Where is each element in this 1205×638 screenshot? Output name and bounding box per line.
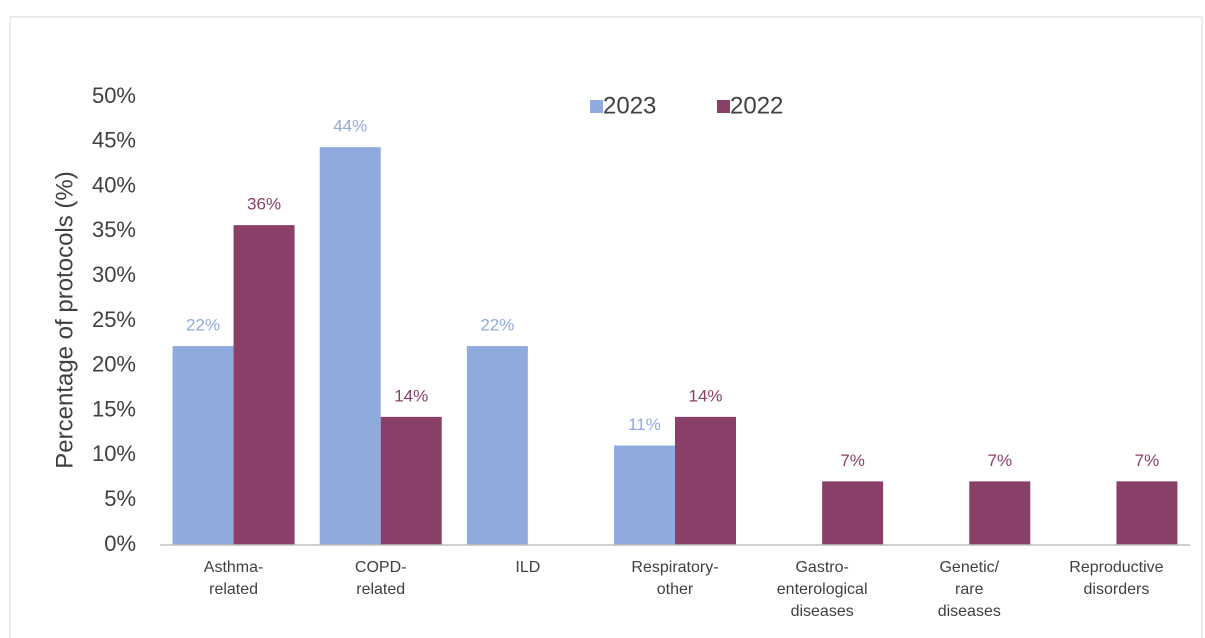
y-tick-label: 20%	[92, 352, 136, 377]
chart-frame	[9, 16, 1203, 638]
y-tick-label: 35%	[92, 217, 136, 242]
bar	[969, 481, 1031, 545]
y-tick-label: 10%	[92, 441, 136, 466]
y-tick-label: 30%	[92, 262, 136, 287]
bar	[822, 481, 884, 545]
y-tick-label: 0%	[104, 531, 136, 556]
y-tick-label: 45%	[92, 128, 136, 153]
data-label: 36%	[247, 195, 281, 214]
data-label: 14%	[688, 386, 722, 405]
y-tick-label: 50%	[92, 83, 136, 108]
y-tick-label: 40%	[92, 172, 136, 197]
bar	[233, 225, 295, 546]
y-tick-label: 25%	[92, 307, 136, 332]
bar	[675, 416, 736, 545]
data-label: 44%	[333, 117, 367, 136]
bar	[172, 346, 234, 545]
data-label: 11%	[628, 415, 661, 434]
data-label: 22%	[480, 316, 514, 335]
y-tick-label: 5%	[104, 486, 136, 511]
data-label: 14%	[394, 386, 428, 405]
legend-label: 2023	[603, 92, 656, 119]
x-tick-label: Asthma-related	[204, 559, 264, 598]
legend-swatch	[590, 100, 603, 113]
y-tick-label: 15%	[92, 396, 136, 421]
bar	[614, 445, 675, 545]
data-label: 22%	[186, 316, 220, 335]
data-label: 7%	[987, 451, 1012, 470]
bar	[380, 416, 442, 545]
bar	[319, 147, 381, 545]
y-axis-label: Percentage of protocols (%)	[51, 171, 78, 468]
x-tick-label: Genetic/rare diseases	[938, 559, 1001, 620]
legend-swatch	[717, 100, 730, 113]
data-label: 7%	[840, 451, 865, 470]
bar	[1116, 481, 1178, 545]
data-label: 7%	[1135, 451, 1160, 470]
x-tick-label: ILD	[515, 559, 540, 576]
x-tick-label: Gastro-enterological diseases	[777, 559, 868, 620]
x-tick-label: COPD-related	[355, 559, 407, 598]
bar	[466, 346, 528, 545]
x-tick-label: Respiratory-other	[631, 559, 718, 598]
legend-label: 2022	[730, 92, 783, 119]
x-tick-label: Reproductive disorders	[1069, 559, 1163, 598]
